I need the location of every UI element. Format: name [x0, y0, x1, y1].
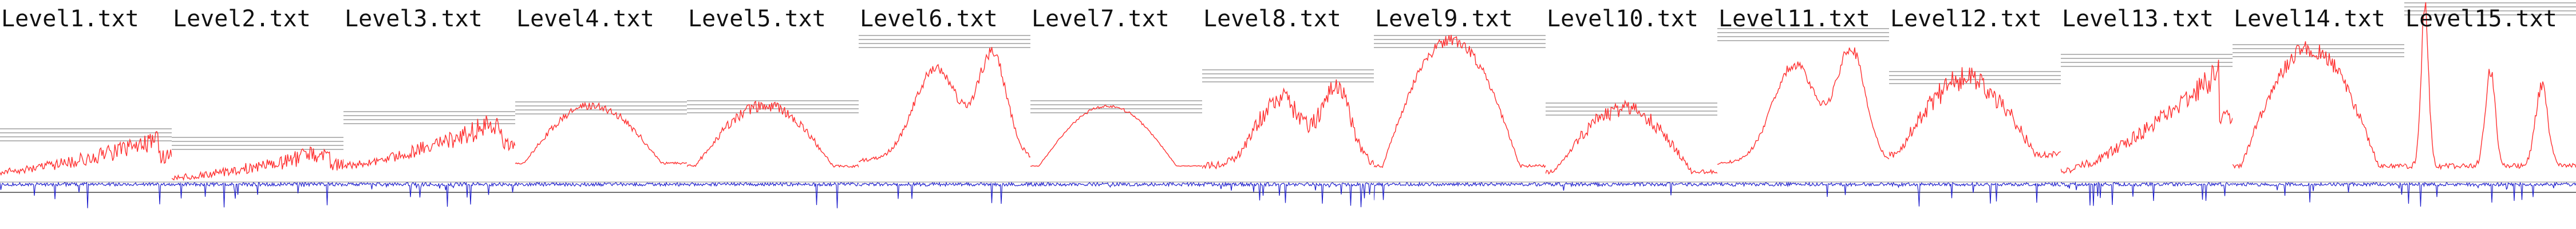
level-panel: Level9.txt — [1374, 0, 1546, 229]
level-panel: Level12.txt — [1889, 0, 2061, 229]
upper-trace — [1202, 79, 1374, 169]
level-plot — [0, 128, 172, 208]
lower-trace — [2233, 181, 2404, 203]
upper-trace — [2233, 41, 2404, 169]
lower-trace — [1202, 181, 1374, 207]
file-label: Level10.txt — [1547, 6, 1698, 32]
upper-trace — [1546, 99, 1717, 175]
level-panel: Level11.txt — [1717, 0, 1889, 229]
file-label: Level9.txt — [1375, 6, 1513, 32]
file-label: Level8.txt — [1203, 6, 1341, 32]
level-panel: Level10.txt — [1546, 0, 1717, 229]
upper-trace — [1717, 47, 1889, 165]
lower-trace — [172, 181, 343, 208]
upper-trace — [2061, 60, 2233, 174]
level-plot — [1374, 34, 1546, 200]
file-label: Level6.txt — [860, 6, 998, 32]
upper-trace — [687, 100, 859, 168]
level-plot — [2233, 41, 2404, 203]
file-label: Level12.txt — [1890, 6, 2042, 32]
lower-trace — [1889, 181, 2061, 207]
lower-trace — [0, 181, 172, 208]
file-label: Level15.txt — [2405, 6, 2557, 32]
level-panel: Level5.txt — [687, 0, 859, 229]
lower-trace — [2061, 181, 2233, 206]
level-plot — [515, 101, 687, 193]
lower-trace — [515, 181, 687, 187]
lower-trace — [1546, 181, 1717, 196]
lower-trace — [687, 181, 859, 208]
level-panel: Level15.txt — [2404, 0, 2576, 229]
lower-trace — [1717, 181, 1889, 198]
lower-trace — [2404, 181, 2576, 207]
upper-trace — [1374, 34, 1546, 168]
level-plot — [859, 35, 1030, 204]
upper-trace — [343, 115, 515, 170]
upper-trace — [1889, 67, 2061, 159]
upper-trace — [1030, 104, 1202, 167]
file-label: Level13.txt — [2062, 6, 2214, 32]
level-plot — [1546, 99, 1717, 196]
file-label: Level5.txt — [688, 6, 826, 32]
level-panel: Level4.txt — [515, 0, 687, 229]
level-panel: Level13.txt — [2061, 0, 2233, 229]
lower-trace — [1374, 181, 1546, 200]
level-panel: Level2.txt — [172, 0, 343, 229]
file-label: Level11.txt — [1718, 6, 1870, 32]
lower-trace — [343, 181, 515, 207]
file-label: Level2.txt — [173, 6, 311, 32]
upper-trace — [515, 101, 687, 165]
upper-trace — [172, 146, 343, 181]
level-plot — [1202, 69, 1374, 207]
level-plot — [687, 100, 859, 208]
level-panel: Level3.txt — [343, 0, 515, 229]
file-label: Level3.txt — [345, 6, 483, 32]
level-panel: Level6.txt — [859, 0, 1030, 229]
level-panel: Level8.txt — [1202, 0, 1374, 229]
level-plot — [2404, 2, 2576, 207]
file-label: Level4.txt — [516, 6, 654, 32]
upper-trace — [0, 131, 172, 176]
lower-trace — [1030, 181, 1202, 188]
level-plot — [2061, 54, 2233, 206]
file-label: Level14.txt — [2234, 6, 2385, 32]
level-plot — [1030, 100, 1202, 193]
lower-trace — [859, 181, 1030, 204]
file-label: Level1.txt — [1, 6, 139, 32]
level-plot — [172, 137, 343, 208]
upper-trace — [859, 47, 1030, 163]
level-plot — [1889, 67, 2061, 207]
file-label: Level7.txt — [1032, 6, 1170, 32]
level-plot — [343, 111, 515, 207]
upper-trace — [2404, 2, 2576, 171]
level-panel: Level1.txt — [0, 0, 172, 229]
level-panel: Level14.txt — [2233, 0, 2404, 229]
level-plot — [1717, 28, 1889, 198]
level-panel: Level7.txt — [1030, 0, 1202, 229]
